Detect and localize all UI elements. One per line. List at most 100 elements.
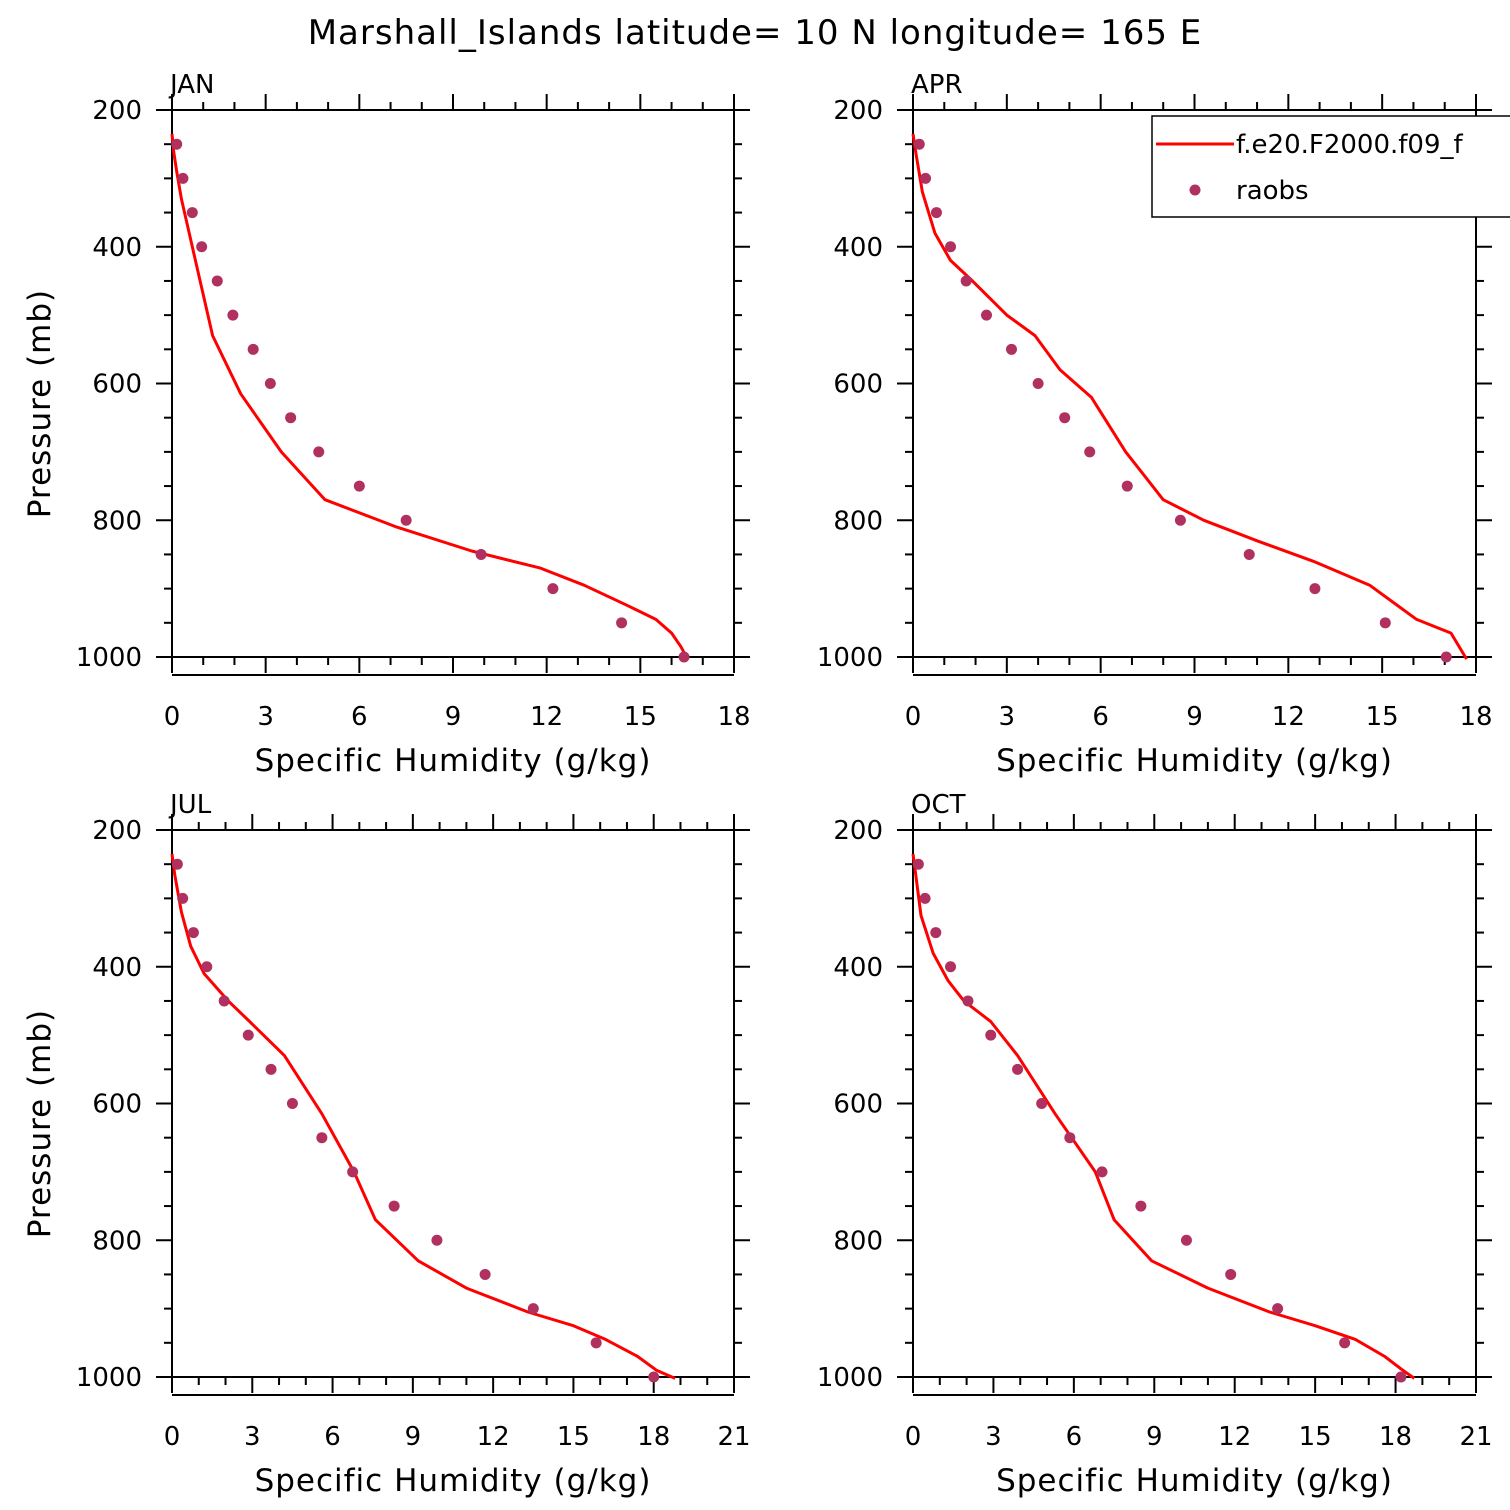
obs-point (1012, 1063, 1024, 1075)
x-tick-label: 6 (1066, 1422, 1083, 1452)
obs-point (1180, 1234, 1192, 1246)
x-axis-label: Specific Humidity (g/kg) (996, 743, 1393, 779)
obs-point (1084, 446, 1096, 458)
y-tick-label: 1000 (76, 643, 142, 673)
x-tick-label: 12 (1218, 1422, 1251, 1452)
x-tick-label: 6 (351, 702, 368, 732)
x-tick-label: 15 (624, 702, 657, 732)
y-tick-label: 400 (833, 233, 883, 263)
obs-point (247, 343, 259, 355)
model-line-jul (170, 853, 676, 1380)
panel-jul: JUL 0 3 6 9 12 15 18 21 200 400 600 800 1000 Specific … (22, 790, 751, 1499)
obs-point (1135, 1200, 1147, 1212)
model-line-jan (170, 133, 689, 660)
obs-point (196, 241, 208, 253)
obs-point (1243, 548, 1255, 560)
x-axis-label: Specific Humidity (g/kg) (255, 1463, 652, 1499)
y-axis-label: Pressure (mb) (22, 289, 58, 518)
obs-point (1174, 514, 1186, 526)
x-tick-label: 0 (164, 1422, 181, 1452)
obs-point (1395, 1371, 1407, 1383)
obs-point (218, 995, 230, 1007)
obs-point (400, 514, 412, 526)
plot-frame (171, 829, 735, 1378)
obs-point (479, 1268, 491, 1280)
obs-point (313, 446, 325, 458)
y-tick-label: 400 (92, 233, 142, 263)
figure-title: Marshall_Islands latitude= 10 N longitud… (308, 13, 1203, 53)
obs-point (590, 1337, 602, 1349)
obs-point (1339, 1337, 1351, 1349)
x-tick-label: 15 (1299, 1422, 1332, 1452)
y-tick-label: 200 (833, 96, 883, 126)
x-tick-label: 18 (1459, 702, 1492, 732)
obs-point (985, 1029, 997, 1041)
x-tick-label: 3 (244, 1422, 261, 1452)
obs-point (913, 138, 925, 150)
plot-frame (912, 829, 1477, 1378)
obs-point (186, 207, 198, 219)
obs-point (171, 858, 183, 870)
obs-point (227, 309, 239, 321)
x-tick-label: 12 (530, 702, 563, 732)
y-tick-label: 800 (833, 506, 883, 536)
legend-box (1151, 115, 1510, 218)
x-tick-label: 9 (1186, 702, 1203, 732)
obs-point (616, 617, 628, 629)
legend-model-label: f.e20.F2000.f09_f (1236, 130, 1463, 160)
obs-point (930, 927, 942, 939)
obs-point (919, 892, 931, 904)
obs-point (285, 412, 297, 424)
obs-point (353, 480, 365, 492)
y-tick-label: 600 (92, 1090, 142, 1120)
x-tick-label: 0 (905, 1422, 922, 1452)
legend-obs-label: raobs (1236, 176, 1309, 206)
y-tick-label: 800 (833, 1226, 883, 1256)
obs-point (962, 995, 974, 1007)
obs-point (678, 651, 690, 663)
x-tick-label: 15 (1366, 702, 1399, 732)
obs-point (1006, 343, 1018, 355)
x-tick-label: 9 (445, 702, 462, 732)
x-tick-label: 18 (717, 702, 750, 732)
x-tick-label: 3 (999, 702, 1016, 732)
x-tick-label: 0 (905, 702, 922, 732)
y-tick-label: 800 (92, 506, 142, 536)
obs-point (201, 961, 213, 973)
y-tick-label: 400 (92, 953, 142, 983)
y-tick-label: 400 (833, 953, 883, 983)
panel-label-jul: JUL (168, 790, 212, 820)
x-tick-label: 9 (405, 1422, 422, 1452)
panel-label-oct: OCT (911, 790, 966, 820)
obs-point (930, 207, 942, 219)
obs-point (960, 275, 972, 287)
obs-point (347, 1166, 359, 1178)
obs-point (264, 378, 276, 389)
obs-point (211, 275, 223, 287)
y-tick-label: 800 (92, 1226, 142, 1256)
x-tick-label: 9 (1146, 1422, 1163, 1452)
obs-point (945, 241, 957, 253)
obs-point (286, 1098, 298, 1109)
obs-point (1121, 480, 1133, 492)
obs-point (1379, 617, 1391, 629)
obs-point (1096, 1166, 1108, 1178)
obs-point (171, 138, 183, 150)
panel-jan: JAN 0 3 6 9 12 15 18 200 400 600 800 1000 Specific Hu… (22, 70, 751, 779)
obs-point (920, 172, 932, 184)
y-axis-label: Pressure (mb) (22, 1009, 58, 1238)
model-line-apr (911, 133, 1468, 660)
plot-frame (171, 109, 735, 658)
y-tick-label: 1000 (817, 643, 883, 673)
obs-point (981, 309, 993, 321)
y-tick-label: 600 (92, 370, 142, 400)
obs-point (1064, 1132, 1076, 1144)
obs-point (648, 1371, 660, 1383)
obs-point (1036, 1098, 1048, 1109)
y-tick-label: 200 (833, 816, 883, 846)
x-tick-label: 0 (164, 702, 181, 732)
x-axis-label: Specific Humidity (g/kg) (255, 743, 652, 779)
